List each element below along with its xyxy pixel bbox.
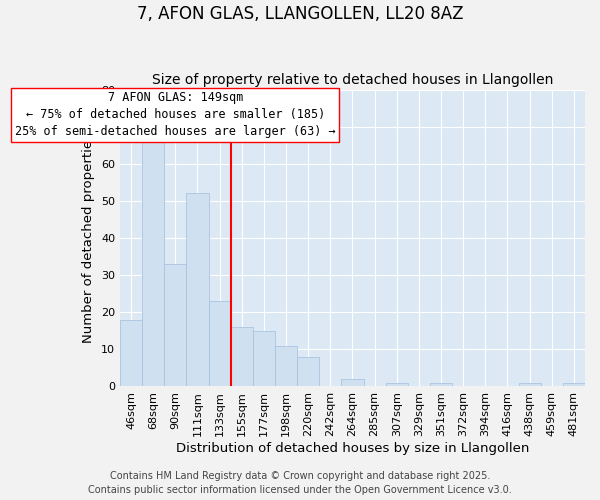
Title: Size of property relative to detached houses in Llangollen: Size of property relative to detached ho… [152, 73, 553, 87]
Bar [253, 331, 275, 386]
Bar [164, 264, 187, 386]
Text: 7 AFON GLAS: 149sqm
← 75% of detached houses are smaller (185)
25% of semi-detac: 7 AFON GLAS: 149sqm ← 75% of detached ho… [15, 92, 335, 138]
Bar [386, 382, 408, 386]
Bar [187, 194, 209, 386]
Bar [142, 138, 164, 386]
Bar [120, 320, 142, 386]
Bar [518, 382, 541, 386]
Bar [341, 379, 364, 386]
Text: Contains HM Land Registry data © Crown copyright and database right 2025.
Contai: Contains HM Land Registry data © Crown c… [88, 471, 512, 495]
X-axis label: Distribution of detached houses by size in Llangollen: Distribution of detached houses by size … [176, 442, 529, 455]
Text: 7, AFON GLAS, LLANGOLLEN, LL20 8AZ: 7, AFON GLAS, LLANGOLLEN, LL20 8AZ [137, 5, 463, 23]
Bar [563, 382, 585, 386]
Bar [275, 346, 297, 387]
Bar [230, 327, 253, 386]
Bar [430, 382, 452, 386]
Y-axis label: Number of detached properties: Number of detached properties [82, 133, 95, 343]
Bar [209, 301, 230, 386]
Bar [297, 357, 319, 386]
